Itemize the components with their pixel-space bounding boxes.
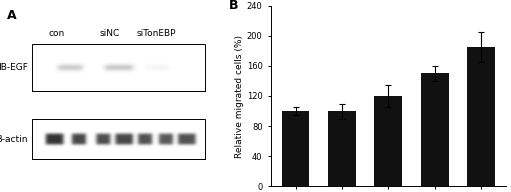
Y-axis label: Relative migrated cells (%): Relative migrated cells (%) [235,35,244,157]
Bar [32,44,205,91]
Text: β-actin: β-actin [0,135,28,144]
Text: A: A [7,9,17,22]
Bar [282,111,310,186]
Text: siTonEBP: siTonEBP [136,29,176,38]
Text: con: con [48,29,64,38]
Bar [468,47,495,186]
Bar [32,44,205,91]
Text: HB-EGF: HB-EGF [0,63,28,72]
Text: siNC: siNC [99,29,120,38]
Bar [32,119,205,159]
Bar [328,111,356,186]
Bar [421,73,449,186]
Bar [375,96,402,186]
Text: B: B [228,0,238,12]
Bar [32,119,205,159]
